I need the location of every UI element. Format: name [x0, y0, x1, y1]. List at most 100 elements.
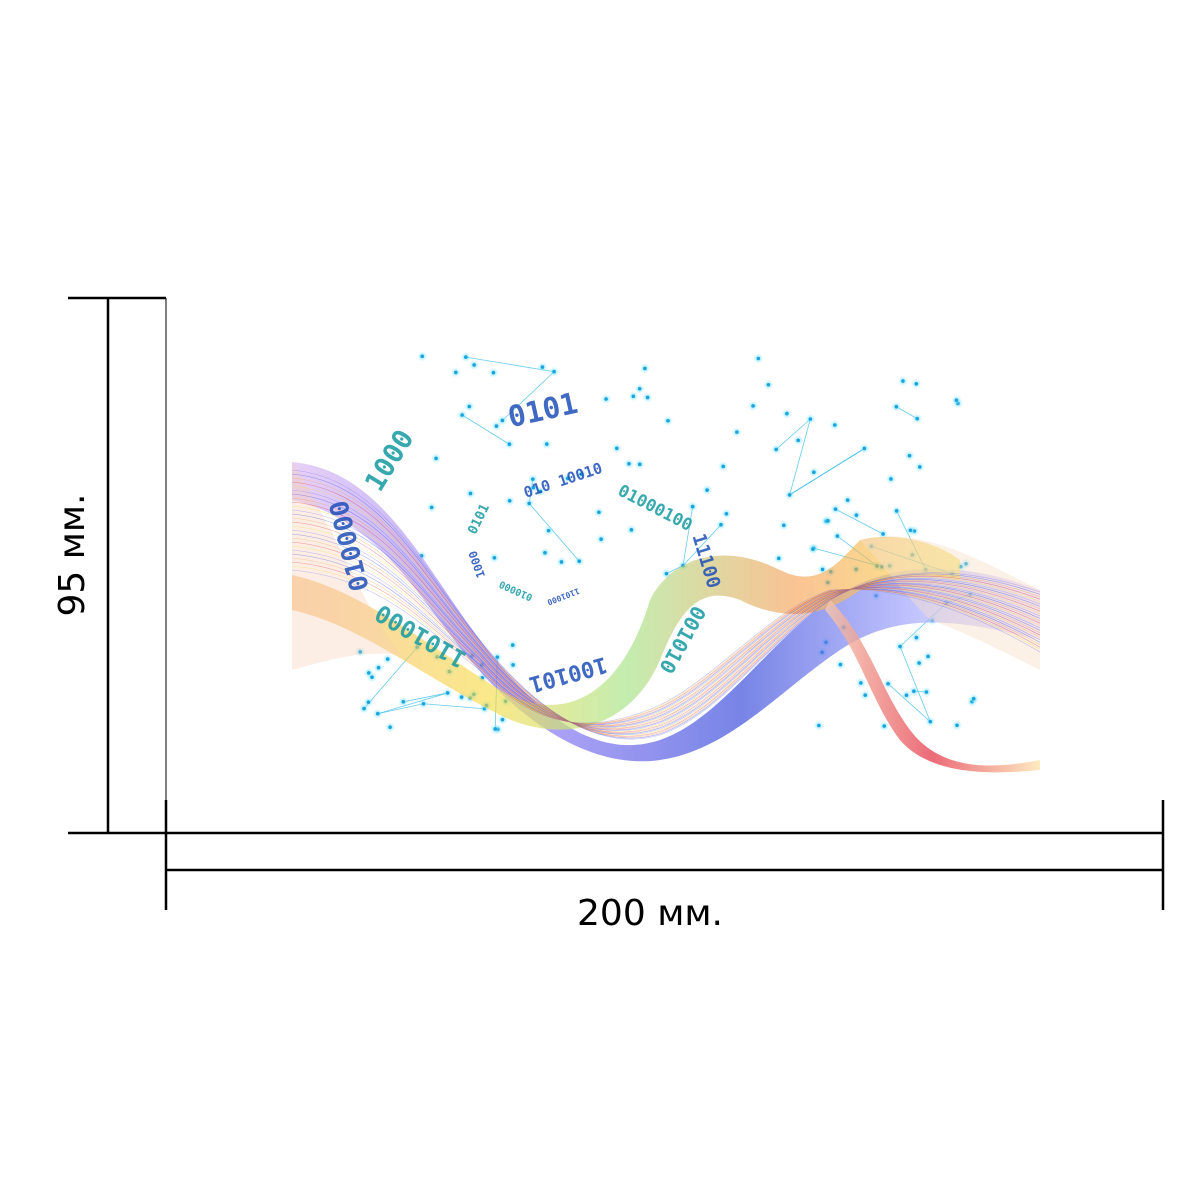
wave-violet-ribbon: [292, 462, 1040, 762]
network-edge: [789, 418, 811, 496]
network-node: [527, 501, 531, 506]
network-node: [599, 537, 603, 541]
ribbon-line: [291, 565, 1041, 724]
network-node: [637, 386, 642, 391]
network-node: [955, 723, 959, 728]
width-label: 200 мм.: [577, 893, 723, 934]
network-edge: [682, 524, 722, 566]
network-node: [808, 417, 813, 421]
network-node: [645, 395, 650, 400]
network-node: [719, 522, 723, 527]
network-node: [881, 532, 885, 536]
network-node: [782, 523, 786, 528]
ribbon-line: [291, 553, 1041, 725]
ribbon-line: [291, 521, 1041, 729]
network-node: [500, 717, 505, 722]
network-node: [889, 477, 893, 481]
network-node: [637, 462, 642, 467]
network-node: [928, 719, 933, 724]
network-node: [917, 661, 921, 665]
network-edge: [423, 703, 485, 710]
network-node: [597, 510, 601, 515]
binary-fragment: 1101000: [546, 586, 581, 607]
network-node: [493, 727, 498, 731]
height-dimension: 95 мм.: [52, 296, 167, 835]
network-node: [954, 398, 959, 403]
network-node: [510, 643, 515, 647]
network-node: [468, 491, 473, 496]
network-node: [666, 418, 670, 423]
binary-fragment: 1000: [466, 549, 489, 580]
network-node: [917, 465, 922, 469]
ribbon-line: [291, 489, 1041, 735]
ribbon-line: [291, 561, 1041, 724]
network-node: [835, 534, 840, 538]
network-node: [467, 404, 472, 409]
network-node: [615, 446, 619, 451]
network-edge: [502, 371, 555, 421]
network-node: [540, 365, 545, 369]
ribbon-line: [291, 525, 1041, 729]
network-node: [559, 560, 564, 564]
ribbon-line: [291, 549, 1041, 726]
network-node: [664, 571, 669, 576]
network-node: [429, 505, 434, 510]
network-node: [507, 442, 512, 447]
network-node: [859, 681, 863, 685]
ribbon-line: [291, 529, 1041, 728]
network-node: [358, 650, 363, 654]
ribbon-line: [291, 501, 1041, 733]
network-node: [472, 363, 476, 367]
network-node: [376, 665, 381, 670]
network-node: [544, 442, 549, 446]
network-node: [531, 485, 536, 490]
network-node: [388, 725, 392, 729]
network-node: [787, 493, 792, 497]
network-node: [500, 418, 505, 423]
wave-left-fade: [292, 462, 400, 670]
network-node: [494, 424, 499, 428]
ribbon-line: [291, 477, 1041, 738]
network-node: [579, 472, 584, 476]
network-node: [420, 354, 425, 359]
ribbon-line: [291, 485, 1041, 736]
network-node: [492, 556, 497, 560]
network-node: [459, 695, 464, 699]
ribbon-line: [291, 497, 1041, 734]
ribbon-line: [291, 505, 1041, 732]
network-node: [460, 413, 464, 417]
network-node: [507, 498, 512, 503]
binary-fragment: 010000: [498, 578, 535, 603]
network-node: [904, 693, 909, 698]
network-edge: [377, 703, 424, 715]
network-node: [908, 528, 913, 533]
binary-fragment: 0101: [466, 502, 493, 537]
network-node: [751, 404, 755, 408]
network-node: [907, 453, 912, 458]
network-node: [766, 382, 771, 387]
network-node: [434, 456, 438, 461]
network-node: [627, 461, 631, 466]
height-label: 95 мм.: [52, 493, 93, 616]
network-node: [401, 699, 406, 704]
binary-fragment: 0101: [505, 386, 581, 434]
network-node: [833, 507, 838, 511]
network-node: [370, 675, 374, 680]
network-node: [495, 655, 500, 659]
network-node: [721, 464, 726, 469]
network-node: [785, 411, 789, 416]
network-node: [421, 701, 426, 706]
network-node: [817, 723, 821, 728]
network-node: [838, 662, 843, 667]
network-edge: [377, 692, 448, 715]
network-node: [926, 654, 930, 659]
network-node: [854, 513, 859, 517]
network-node: [901, 379, 905, 383]
network-node: [812, 470, 816, 474]
network-node: [546, 528, 551, 533]
binary-fragment: 1000: [359, 425, 420, 497]
ribbon-line: [291, 473, 1041, 739]
network-node: [912, 689, 916, 694]
ribbon-line: [291, 481, 1041, 737]
